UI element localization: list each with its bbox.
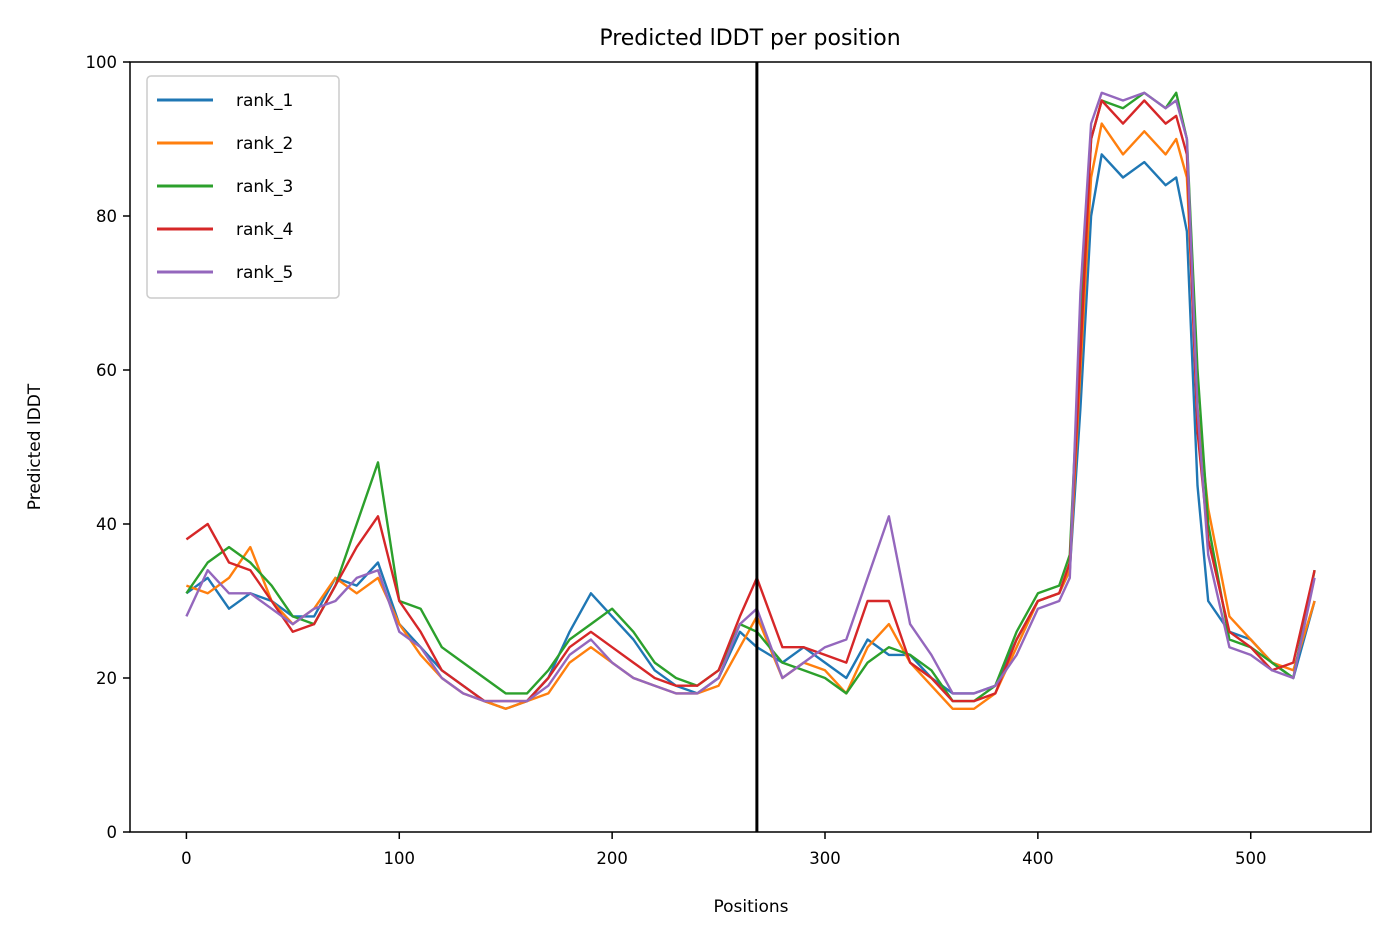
series-line-rank_2 <box>185 122 1316 710</box>
legend-label: rank_2 <box>236 134 293 154</box>
legend-box <box>146 75 340 299</box>
y-axis: 0 20 40 60 80 100 <box>86 53 130 842</box>
legend-label: rank_5 <box>236 263 293 283</box>
y-tick-label: 20 <box>96 669 117 688</box>
y-tick-label: 100 <box>86 53 118 72</box>
x-tick-label: 500 <box>1235 849 1267 868</box>
series-line-rank_4 <box>185 99 1316 703</box>
x-tick-label: 100 <box>384 849 416 868</box>
plot-frame <box>129 61 1372 833</box>
chart-title: Predicted lDDT per position <box>599 26 900 51</box>
y-axis-label: Predicted lDDT <box>25 383 45 510</box>
x-axis: 0 100 200 300 400 500 <box>181 832 1266 868</box>
series-layer <box>185 91 1316 710</box>
y-tick-label: 80 <box>96 207 117 226</box>
legend: rank_1 rank_2 rank_3 rank_4 rank_5 <box>146 75 340 299</box>
x-tick-label: 400 <box>1022 849 1054 868</box>
legend-label: rank_1 <box>236 91 293 111</box>
x-tick-label: 200 <box>596 849 628 868</box>
legend-label: rank_3 <box>236 177 293 197</box>
series-line-rank_3 <box>185 91 1316 703</box>
x-tick-label: 300 <box>809 849 841 868</box>
y-tick-label: 0 <box>107 823 118 842</box>
x-tick-label: 0 <box>181 849 192 868</box>
y-tick-label: 60 <box>96 361 117 380</box>
series-line-rank_1 <box>185 153 1316 710</box>
x-axis-label: Positions <box>713 897 788 917</box>
legend-label: rank_4 <box>236 220 293 240</box>
series-line-rank_5 <box>185 91 1316 703</box>
y-tick-label: 40 <box>96 515 117 534</box>
